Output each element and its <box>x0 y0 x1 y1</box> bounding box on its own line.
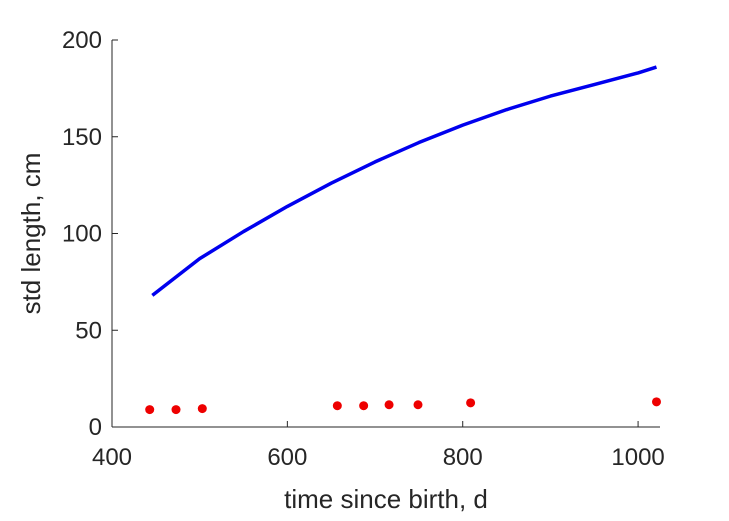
data-point <box>384 400 394 410</box>
x-tick-label: 400 <box>92 444 132 471</box>
data-point <box>413 400 423 410</box>
y-tick-label: 0 <box>89 414 102 441</box>
y-axis-label: std length, cm <box>16 153 46 315</box>
data-point <box>145 405 155 415</box>
plot-area <box>145 65 661 415</box>
y-tick-label: 100 <box>62 221 102 248</box>
x-tick-label: 600 <box>267 444 307 471</box>
series-line <box>151 65 658 297</box>
y-tick-label: 200 <box>62 27 102 54</box>
y-tick-label: 150 <box>62 124 102 151</box>
data-point <box>332 401 342 411</box>
x-tick-label: 1000 <box>611 444 664 471</box>
x-tick-label: 800 <box>443 444 483 471</box>
data-point <box>171 405 181 415</box>
data-point <box>197 404 207 414</box>
data-point <box>651 397 661 407</box>
x-ticks: 400 600 800 1000 <box>92 421 665 471</box>
y-tick-label: 50 <box>75 317 102 344</box>
data-point <box>359 401 369 411</box>
data-point <box>466 398 476 408</box>
x-axis-label: time since birth, d <box>284 484 488 514</box>
axes <box>111 40 660 428</box>
y-ticks: 0 50 100 150 200 <box>62 27 118 441</box>
